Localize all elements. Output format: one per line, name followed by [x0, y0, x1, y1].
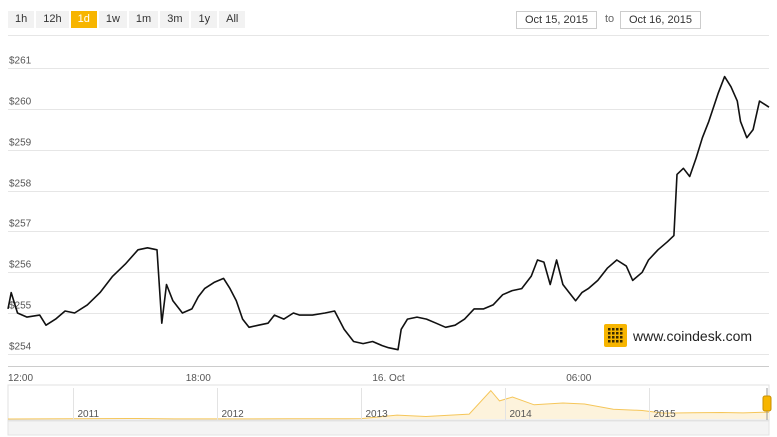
range-button-12h[interactable]: 12h — [36, 11, 69, 28]
range-button-1w[interactable]: 1w — [98, 11, 127, 28]
navigator-year-label: 2013 — [366, 409, 389, 420]
range-button-3m[interactable]: 3m — [160, 11, 190, 28]
logo-dot — [616, 332, 619, 335]
x-axis-labels: 12:00 18:00 16. Oct 06:00 — [8, 373, 592, 384]
logo-dot — [620, 340, 623, 343]
x-tick-label: 06:00 — [566, 373, 591, 384]
logo-dot — [608, 336, 611, 339]
logo-dot — [616, 340, 619, 343]
logo-dot — [608, 332, 611, 335]
logo-dot — [612, 336, 615, 339]
x-tick-label: 12:00 — [8, 373, 33, 384]
y-axis-labels: $254 $255 $256 $257 $258 $259 $260 $261 — [9, 56, 32, 353]
range-button-1d[interactable]: 1d — [70, 11, 97, 28]
date-to-input[interactable]: Oct 16, 2015 — [620, 11, 701, 29]
range-button-1y[interactable]: 1y — [191, 11, 218, 28]
logo-dot — [608, 328, 611, 331]
logo-dot — [608, 340, 611, 343]
logo-dot — [620, 336, 623, 339]
y-tick-label: $258 — [9, 179, 32, 190]
logo-dot — [620, 332, 623, 335]
y-tick-label: $261 — [9, 56, 32, 67]
logo-dot — [616, 328, 619, 331]
y-tick-label: $255 — [9, 301, 32, 312]
logo-dot — [620, 328, 623, 331]
watermark-text: www.coindesk.com — [632, 328, 752, 344]
navigator-year-labels: 2011 2012 2013 2014 2015 — [73, 388, 677, 420]
logo-dot — [612, 340, 615, 343]
y-tick-label: $256 — [9, 260, 32, 271]
range-button-1m[interactable]: 1m — [128, 11, 159, 28]
range-button-1h[interactable]: 1h — [8, 11, 35, 28]
price-series-line — [7, 75, 770, 351]
gridlines — [8, 68, 769, 355]
navigator-year-label: 2012 — [222, 409, 245, 420]
y-tick-label: $254 — [9, 342, 32, 353]
logo-dot — [612, 328, 615, 331]
x-tick-label: 16. Oct — [372, 373, 404, 384]
navigator-handle[interactable] — [762, 388, 772, 420]
range-selector: 1h 12h 1d 1w 1m 3m 1y All — [8, 11, 246, 28]
coindesk-logo-icon — [604, 324, 627, 347]
range-button-all[interactable]: All — [219, 11, 246, 28]
logo-dot — [616, 336, 619, 339]
navigator-year-label: 2014 — [510, 409, 533, 420]
y-tick-label: $260 — [9, 97, 32, 108]
navigator-area — [8, 390, 769, 419]
coindesk-watermark: www.coindesk.com — [604, 324, 752, 347]
navigator-handle-grip[interactable] — [762, 395, 772, 412]
x-tick-label: 18:00 — [186, 373, 211, 384]
navigator-year-label: 2015 — [654, 409, 677, 420]
date-from-input[interactable]: Oct 15, 2015 — [516, 11, 597, 29]
y-tick-label: $257 — [9, 219, 32, 230]
navigator-scrollbar[interactable] — [7, 420, 770, 436]
navigator-year-label: 2011 — [78, 409, 100, 420]
y-tick-label: $259 — [9, 138, 32, 149]
date-range-separator: to — [605, 13, 615, 25]
logo-dot — [612, 332, 615, 335]
